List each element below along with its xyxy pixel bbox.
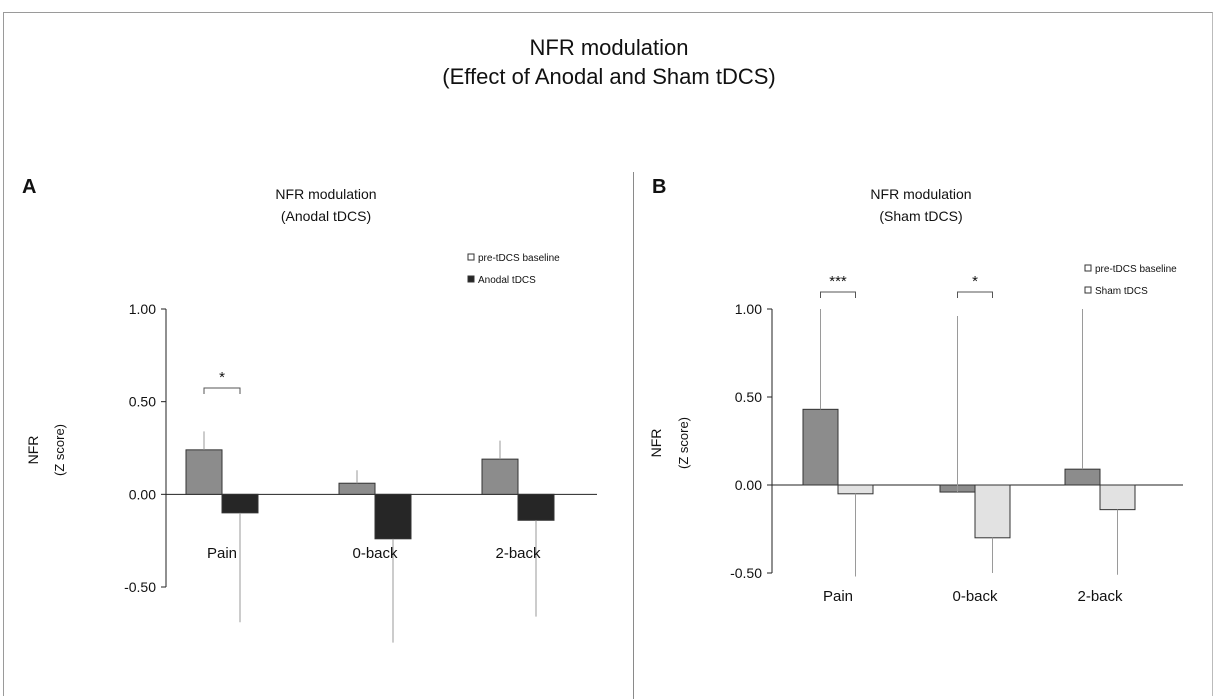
chart1-legend-label-0: pre-tDCS baseline	[1095, 264, 1177, 275]
panel-letter-a: A	[22, 176, 37, 198]
chart1-bar-s1-1	[974, 484, 1011, 539]
chart1-ytick-label-3: -0.50	[730, 565, 762, 581]
chart1-sig-label-0: ***	[829, 273, 847, 290]
chart0-xtick-label-2: 2-back	[495, 545, 541, 562]
chart0-xtick-label-0: Pain	[207, 545, 237, 562]
figure-title-line2: (Effect of Anodal and Sham tDCS)	[442, 64, 776, 89]
chart0-legend-swatch-0	[467, 253, 475, 261]
chart1-ytick-label-2: 0.00	[735, 477, 762, 493]
chart0-bar-s1-1	[374, 493, 412, 540]
chart0-bar-s0-2	[481, 458, 519, 495]
chart0-bar-s1-0	[221, 493, 259, 514]
chart0-legend-label-0: pre-tDCS baseline	[478, 253, 560, 264]
chart0-ylabel-line1: NFR	[25, 436, 41, 465]
panel-letter-b: B	[652, 176, 667, 198]
chart1-ylabel-line2: (Z score)	[676, 417, 691, 469]
chart0-ytick-label-3: -0.50	[124, 579, 156, 595]
chart0-bar-s0-0	[185, 449, 223, 495]
chart1-legend-label-1: Sham tDCS	[1095, 286, 1148, 297]
chart1-ytick-label-1: 0.50	[735, 389, 762, 405]
chart1-ytick-label-0: 1.00	[735, 301, 762, 317]
chart0-ytick-label-1: 0.50	[129, 394, 156, 410]
chart0-bar-s0-1	[338, 482, 376, 495]
chart1-bar-s0-0	[802, 408, 839, 486]
chart1-title-line2: (Sham tDCS)	[879, 208, 962, 224]
panel-divider	[633, 172, 634, 699]
chart1-sig-bracket-1	[957, 291, 993, 298]
chart0-ytick-label-2: 0.00	[129, 486, 156, 502]
chart0-bar-s1-2	[517, 493, 555, 521]
chart0-legend-label-1: Anodal tDCS	[478, 275, 536, 286]
chart0-sig-bracket-0	[203, 387, 241, 394]
figure-title-line1: NFR modulation	[529, 35, 689, 60]
chart1-ylabel-line1: NFR	[648, 429, 664, 458]
chart1-title-line1: NFR modulation	[870, 186, 971, 202]
chart1-legend-swatch-0	[1084, 264, 1092, 272]
chart1-sig-label-1: *	[972, 273, 978, 290]
chart0-ytick-label-0: 1.00	[129, 301, 156, 317]
chart1-xtick-label-2: 2-back	[1077, 588, 1123, 605]
chart1-bar-s1-0	[837, 484, 874, 495]
chart1-sig-bracket-0	[820, 291, 856, 298]
chart0-ylabel-line2: (Z score)	[52, 424, 67, 476]
chart0-sig-label-0: *	[219, 369, 225, 386]
figure-frame	[3, 12, 1213, 696]
chart1-xtick-label-1: 0-back	[952, 588, 998, 605]
chart0-title-line1: NFR modulation	[275, 186, 376, 202]
chart0-title-line2: (Anodal tDCS)	[281, 208, 371, 224]
chart0-legend-swatch-1	[467, 275, 475, 283]
chart1-legend-swatch-1	[1084, 286, 1092, 294]
chart1-bar-s0-2	[1064, 468, 1101, 486]
chart1-xtick-label-0: Pain	[823, 588, 853, 605]
chart1-bar-s1-2	[1099, 484, 1136, 511]
chart0-xtick-label-1: 0-back	[352, 545, 398, 562]
